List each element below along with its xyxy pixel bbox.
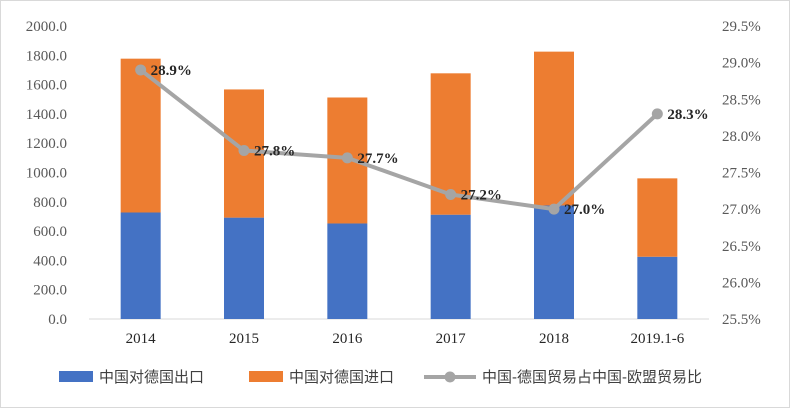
right-axis-ticks: 25.5% 26.0% 26.5% 27.0% 27.5% 28.0% 28.5% 29.0%… (722, 19, 761, 328)
legend-swatch (249, 371, 283, 382)
line-point (548, 203, 560, 215)
data-label: 27.7% (357, 151, 398, 167)
right-tick-label: 28.0% (722, 129, 761, 145)
line-point (135, 64, 147, 76)
data-label: 27.2% (461, 187, 502, 203)
x-tick-label: 2017 (436, 331, 467, 347)
legend-label: 中国-德国贸易占中国-欧盟贸易比 (482, 368, 702, 386)
line-point (238, 145, 250, 157)
x-tick-label: 2014 (126, 331, 157, 347)
data-label: 28.9% (151, 63, 192, 79)
left-tick-label: 800.0 (33, 195, 67, 211)
right-tick-label: 27.0% (722, 202, 761, 218)
right-tick-label: 25.5% (722, 312, 761, 328)
left-tick-label: 1000.0 (26, 166, 67, 182)
bars-group (120, 51, 678, 319)
legend-label: 中国对德国出口 (99, 368, 204, 386)
left-tick-label: 0.0 (48, 312, 67, 328)
bar-export (224, 217, 264, 319)
legend-marker (444, 371, 456, 383)
bar-import (120, 58, 161, 213)
left-tick-label: 400.0 (33, 253, 67, 269)
left-tick-label: 600.0 (33, 224, 67, 240)
line-point (445, 188, 457, 200)
legend-label: 中国对德国进口 (289, 368, 394, 386)
x-tick-label: 2015 (229, 331, 259, 347)
left-tick-label: 200.0 (33, 283, 67, 299)
bar-export (430, 214, 471, 319)
line-trade-share (139, 68, 659, 212)
right-tick-label: 27.5% (722, 166, 761, 182)
right-tick-label: 26.5% (722, 239, 761, 255)
legend-swatch (59, 371, 93, 382)
bar-export (637, 256, 678, 319)
x-tick-label: 2019.1-6 (630, 331, 684, 347)
line-series-group: 28.9% 27.8% 27.7% 27.2% 27.0% 28.3% (135, 63, 709, 218)
bar-export (327, 223, 368, 319)
bar-export (534, 205, 574, 319)
left-tick-label: 1400.0 (26, 107, 67, 123)
x-axis-ticks: 2014 2015 2016 2017 2018 2019.1-6 (126, 331, 685, 347)
left-tick-label: 2000.0 (26, 19, 67, 35)
right-tick-label: 29.0% (722, 56, 761, 72)
left-tick-label: 1800.0 (26, 48, 67, 64)
left-tick-label: 1600.0 (26, 78, 67, 94)
left-tick-label: 1200.0 (26, 136, 67, 152)
bar-export (120, 212, 161, 319)
x-tick-label: 2016 (332, 331, 363, 347)
data-label: 28.3% (667, 107, 708, 123)
data-label: 27.0% (564, 202, 605, 218)
right-tick-label: 26.0% (722, 275, 761, 291)
right-tick-label: 29.5% (722, 19, 761, 35)
line-point (341, 152, 353, 164)
left-axis-ticks: 0.0 200.0 400.0 600.0 800.0 1000.0 1200.0 1400.… (26, 19, 67, 328)
line-point (651, 108, 663, 120)
data-label: 27.8% (254, 144, 295, 160)
bar-import (637, 178, 678, 257)
bar-import (534, 51, 574, 206)
right-tick-label: 28.5% (722, 92, 761, 108)
legend: 中国对德国出口 中国对德国进口 中国-德国贸易占中国-欧盟贸易比 (59, 368, 702, 386)
x-tick-label: 2018 (539, 331, 569, 347)
